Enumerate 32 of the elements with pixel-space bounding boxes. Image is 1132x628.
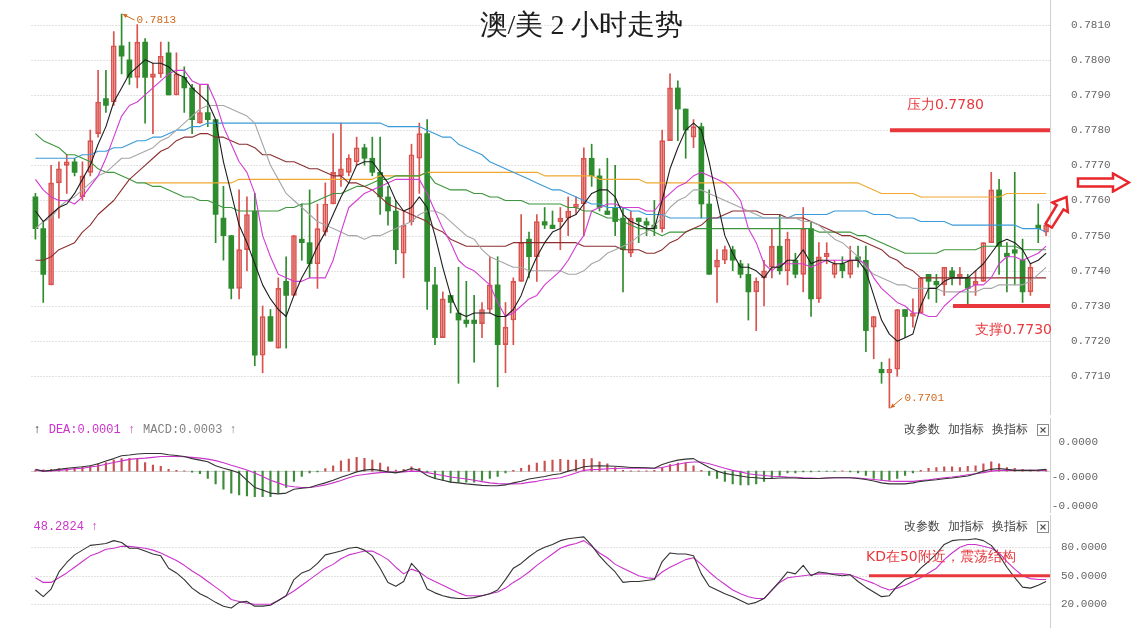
y-tick-label: 0.7710 [1071,370,1111,383]
annotation: 加指标 [948,519,984,534]
series-label: DEA:0.0001 ↑ [48,423,136,438]
ref-line-label: 支撑0.7730 [975,320,1052,337]
y-tick-label: 0.7800 [1071,53,1111,66]
annotation: 改参数 [904,519,940,534]
text: -0.0000 [1051,471,1098,484]
text: ↑ [33,423,41,438]
annotation: 0.7813 [136,13,177,26]
y-tick-label: 0.7750 [1071,229,1111,242]
y-tick-label: 0.7740 [1071,264,1111,277]
y-tick-label: 0.7780 [1071,124,1111,137]
text: -0.0000 [1051,499,1098,512]
text: 加指标 [948,422,984,437]
series-label: 48.2824 ↑ [33,520,99,535]
y-tick-label: 20.0000 [1061,598,1108,611]
y-tick-label: 50.0000 [1061,569,1108,582]
ref-line-label: 压力0.7780 [907,95,984,112]
annotation: 0.7701 [904,391,945,404]
y-tick-label: 0.7770 [1071,159,1111,172]
chart-title: 澳/美 2 小时走势 [479,9,684,41]
y-tick-label: 0.7720 [1071,335,1111,348]
text: 换指标 [992,422,1028,437]
y-tick-label: 0.7790 [1071,88,1111,101]
y-tick-label: 0.7760 [1071,194,1111,207]
y-tick-label: 0.7810 [1071,18,1111,31]
y-tick-label: 0.7730 [1071,299,1111,312]
y-tick-label: 80.0000 [1061,541,1108,554]
text: 改参数 [904,422,940,437]
text: MACD:0.0003 ↑ [143,423,237,438]
text: 0.0000 [1058,435,1098,448]
annotation: 换指标 [992,519,1028,534]
